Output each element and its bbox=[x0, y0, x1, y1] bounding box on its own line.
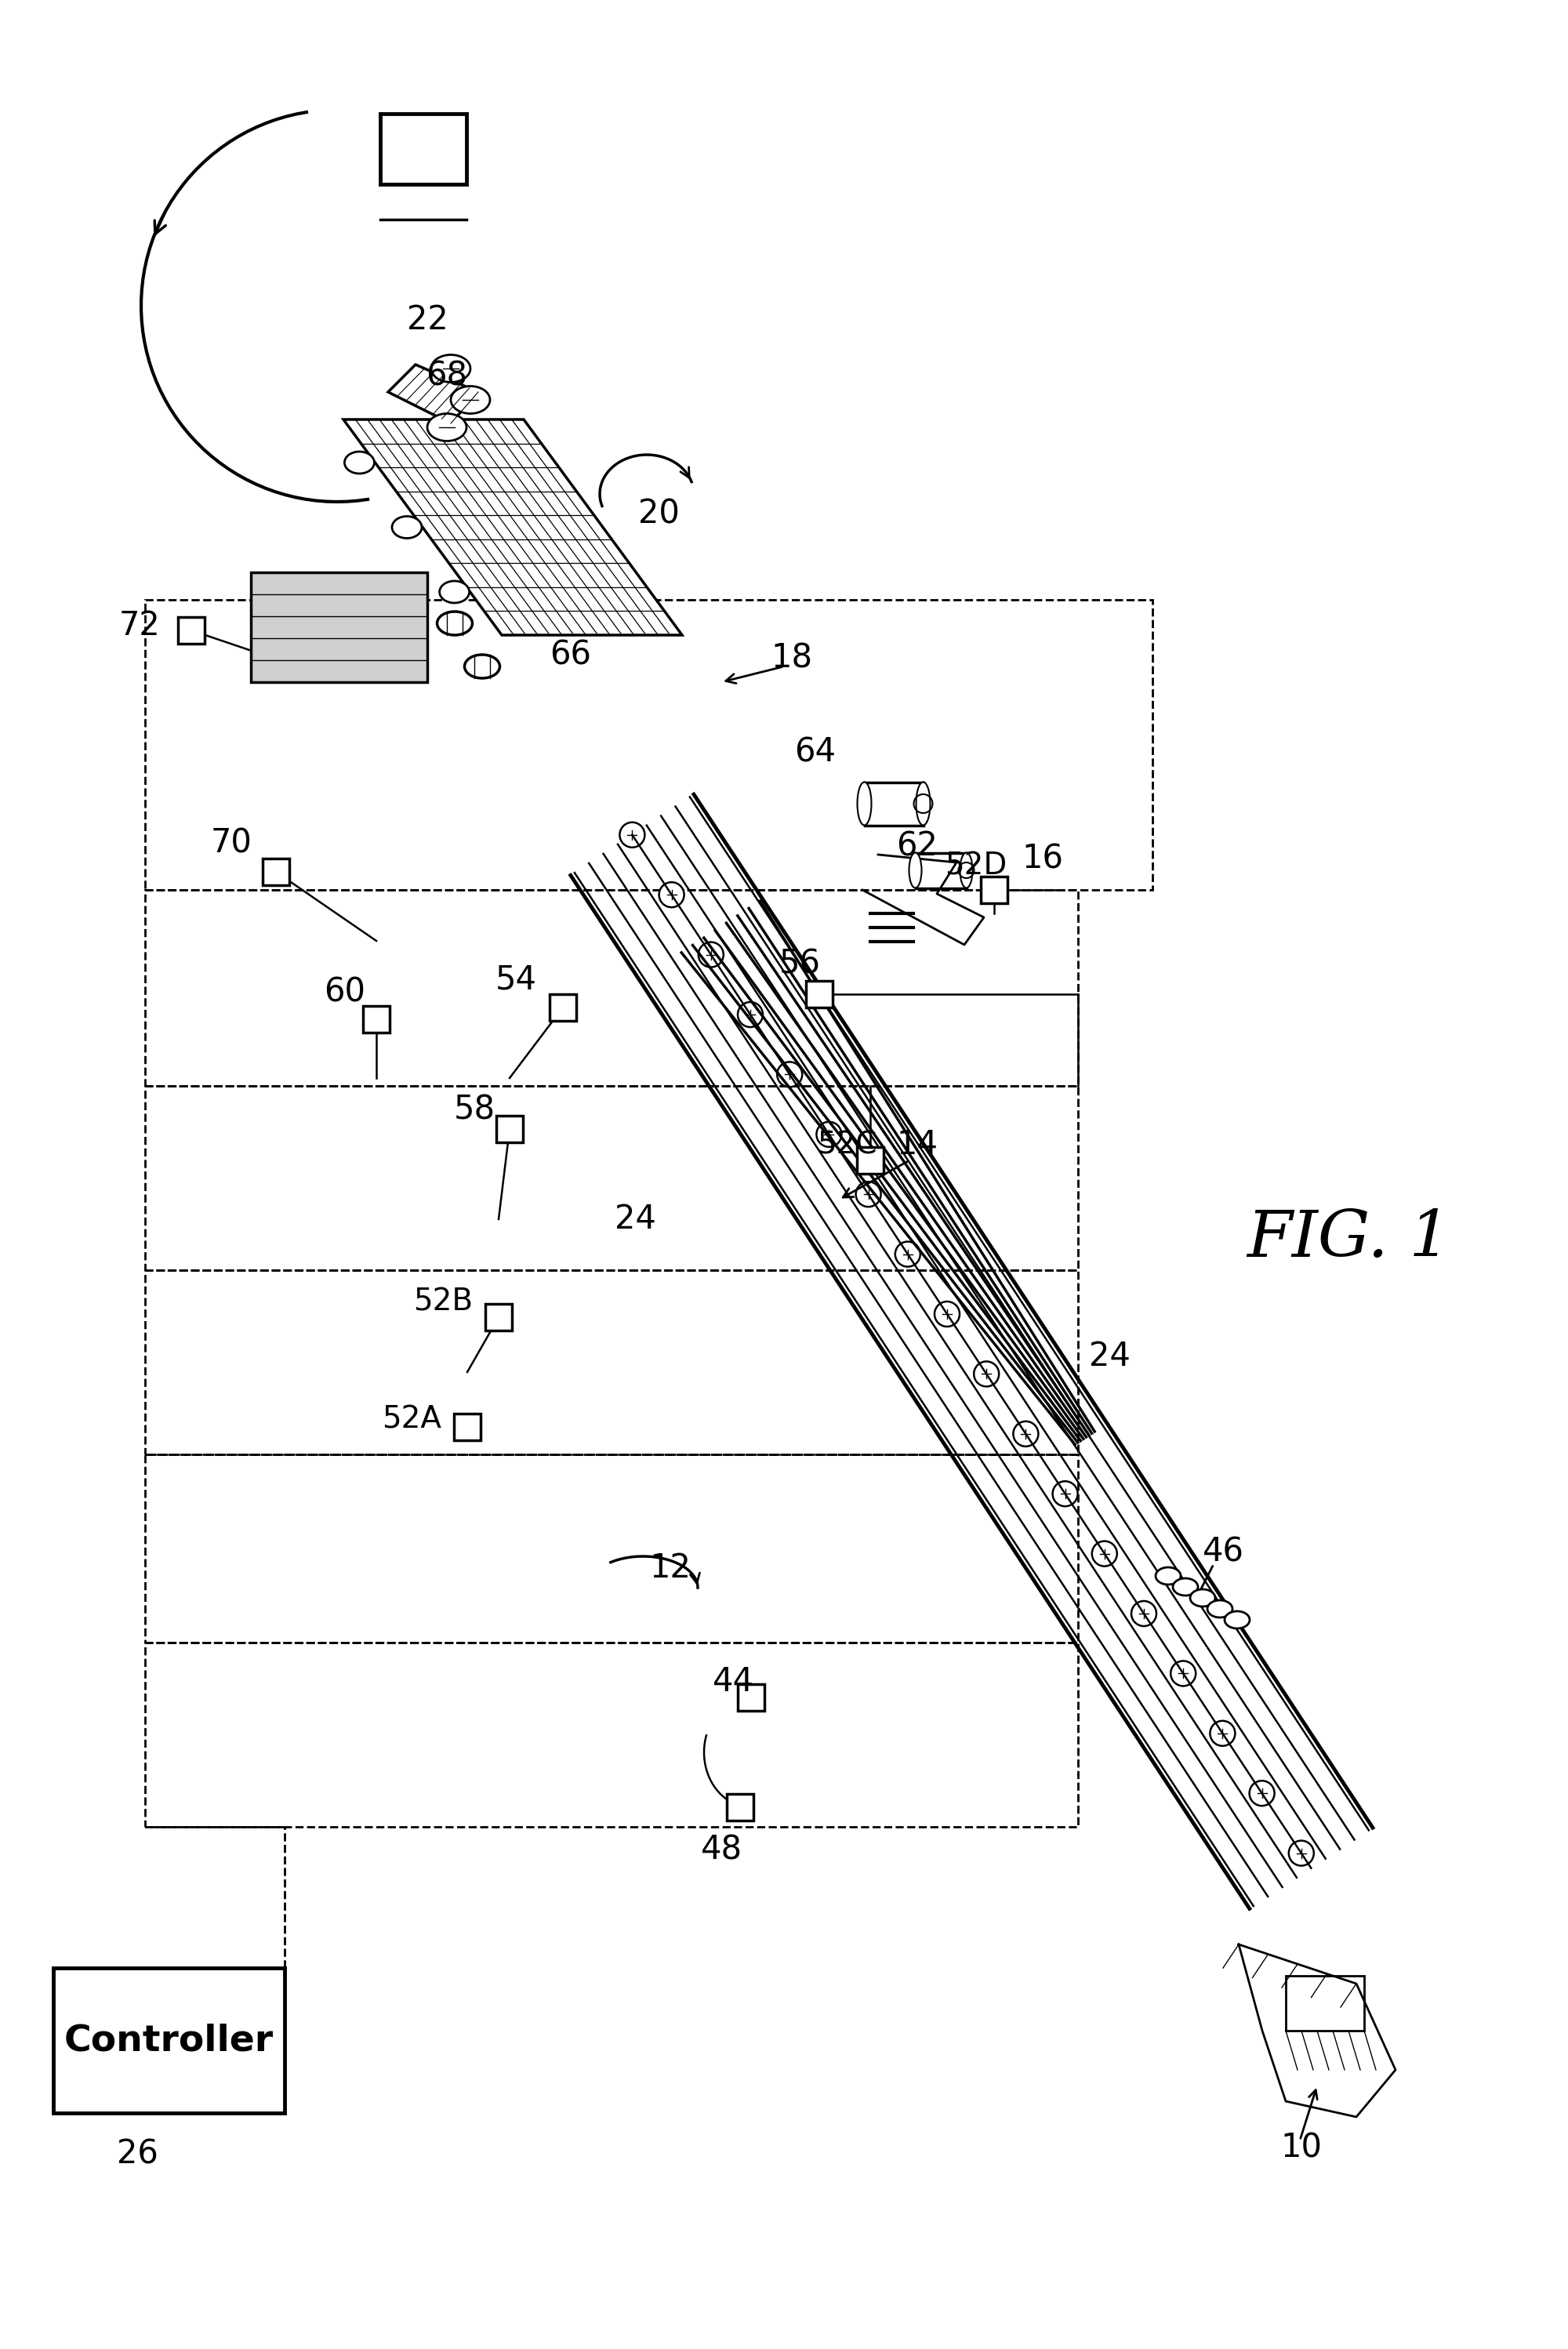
Polygon shape bbox=[389, 364, 478, 423]
Bar bbox=[144, 890, 1079, 1085]
Bar bbox=[455, 1414, 480, 1440]
Polygon shape bbox=[343, 420, 682, 634]
Circle shape bbox=[1132, 1602, 1157, 1626]
Polygon shape bbox=[251, 573, 426, 681]
Ellipse shape bbox=[464, 655, 500, 679]
Bar bbox=[144, 1642, 1079, 1828]
Ellipse shape bbox=[858, 782, 872, 824]
Ellipse shape bbox=[392, 517, 422, 538]
Bar bbox=[144, 599, 1152, 890]
Text: 44: 44 bbox=[712, 1665, 754, 1698]
Bar bbox=[739, 1684, 765, 1710]
Circle shape bbox=[698, 942, 723, 968]
Circle shape bbox=[935, 1301, 960, 1327]
Circle shape bbox=[1052, 1482, 1077, 1506]
Text: 12: 12 bbox=[649, 1553, 691, 1586]
Text: 62: 62 bbox=[897, 829, 938, 862]
Circle shape bbox=[619, 822, 644, 848]
Bar bbox=[1286, 1976, 1364, 2030]
Circle shape bbox=[739, 1003, 762, 1027]
Ellipse shape bbox=[960, 853, 972, 888]
Circle shape bbox=[1171, 1661, 1196, 1687]
Text: 54: 54 bbox=[495, 963, 536, 996]
Text: 68: 68 bbox=[426, 359, 467, 392]
Circle shape bbox=[1091, 1541, 1116, 1567]
Text: 64: 64 bbox=[795, 735, 836, 768]
Text: FIG. 1: FIG. 1 bbox=[1247, 1207, 1450, 1271]
Ellipse shape bbox=[1173, 1579, 1198, 1595]
Ellipse shape bbox=[439, 580, 469, 604]
Text: 48: 48 bbox=[701, 1835, 742, 1867]
Text: 24: 24 bbox=[1088, 1339, 1131, 1372]
Bar bbox=[864, 782, 924, 824]
Ellipse shape bbox=[909, 853, 922, 888]
Ellipse shape bbox=[437, 611, 472, 634]
Bar bbox=[806, 982, 833, 1008]
Text: 52B: 52B bbox=[412, 1287, 474, 1315]
Circle shape bbox=[974, 1362, 999, 1386]
Bar bbox=[916, 853, 966, 888]
Bar bbox=[728, 1795, 753, 1820]
Circle shape bbox=[659, 883, 684, 907]
Bar bbox=[144, 1454, 1079, 1642]
Text: 26: 26 bbox=[116, 2138, 158, 2170]
Circle shape bbox=[1289, 1842, 1314, 1865]
Circle shape bbox=[856, 1182, 881, 1207]
Text: 52C: 52C bbox=[817, 1130, 877, 1160]
Bar bbox=[144, 1085, 1079, 1271]
Bar bbox=[364, 1005, 389, 1034]
Text: 70: 70 bbox=[210, 827, 252, 860]
Bar bbox=[379, 113, 467, 183]
Text: 20: 20 bbox=[638, 498, 679, 531]
Text: 24: 24 bbox=[615, 1203, 655, 1236]
Text: 60: 60 bbox=[325, 975, 365, 1008]
Ellipse shape bbox=[426, 413, 467, 442]
Bar bbox=[495, 1116, 524, 1142]
Ellipse shape bbox=[1225, 1611, 1250, 1628]
Text: 52A: 52A bbox=[383, 1405, 442, 1433]
Bar bbox=[179, 618, 204, 644]
Text: 10: 10 bbox=[1281, 2133, 1322, 2166]
Bar bbox=[982, 876, 1007, 904]
Text: 56: 56 bbox=[779, 949, 820, 982]
Text: 18: 18 bbox=[771, 641, 812, 674]
Bar bbox=[144, 1271, 1079, 1454]
Text: 58: 58 bbox=[453, 1092, 495, 1125]
Text: 72: 72 bbox=[119, 608, 160, 641]
Ellipse shape bbox=[916, 782, 930, 824]
Bar bbox=[486, 1304, 511, 1330]
Text: 66: 66 bbox=[550, 639, 591, 672]
Bar bbox=[856, 1146, 884, 1174]
Ellipse shape bbox=[1190, 1590, 1215, 1607]
Ellipse shape bbox=[452, 385, 489, 413]
Bar bbox=[263, 857, 289, 886]
Circle shape bbox=[1013, 1421, 1038, 1447]
Circle shape bbox=[1210, 1722, 1236, 1745]
Bar bbox=[53, 1968, 285, 2114]
Circle shape bbox=[1250, 1781, 1275, 1806]
Text: 52D: 52D bbox=[946, 850, 1007, 881]
Ellipse shape bbox=[431, 355, 470, 383]
Text: 22: 22 bbox=[406, 303, 448, 336]
Circle shape bbox=[817, 1123, 842, 1146]
Text: 46: 46 bbox=[1203, 1536, 1243, 1569]
Text: 14: 14 bbox=[897, 1128, 938, 1160]
Ellipse shape bbox=[1156, 1567, 1181, 1586]
Circle shape bbox=[778, 1062, 803, 1088]
Ellipse shape bbox=[345, 451, 375, 474]
Text: 16: 16 bbox=[1022, 841, 1063, 874]
Circle shape bbox=[895, 1243, 920, 1266]
Text: Controller: Controller bbox=[64, 2022, 273, 2058]
Bar bbox=[550, 994, 577, 1022]
Ellipse shape bbox=[1207, 1600, 1232, 1618]
